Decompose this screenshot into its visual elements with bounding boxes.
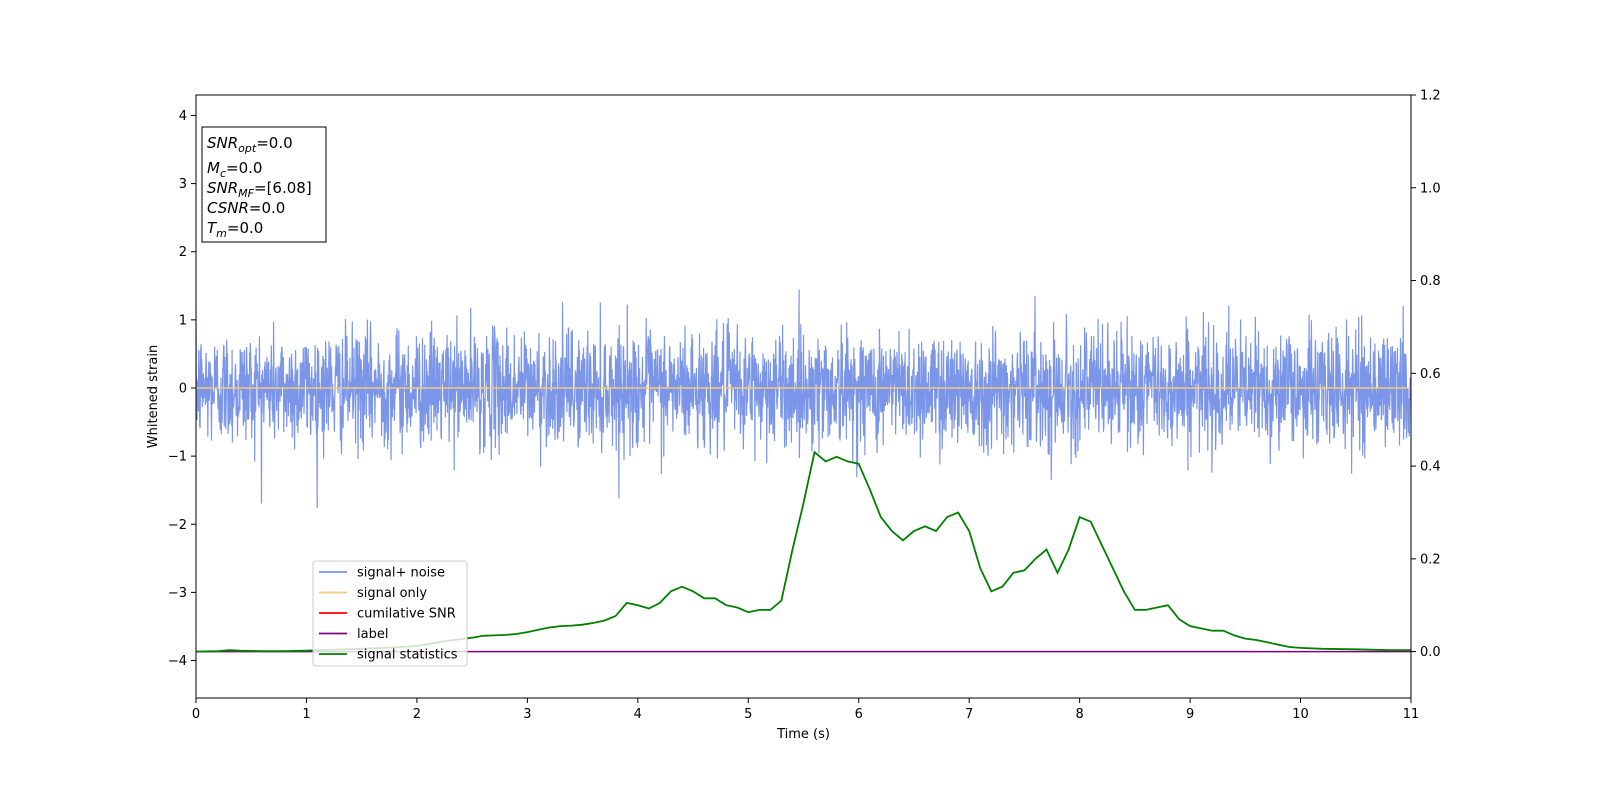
- x-tick-label: 6: [855, 707, 863, 722]
- y2-tick-label: 0.2: [1420, 552, 1441, 567]
- y-tick-label: 4: [179, 109, 187, 124]
- statistics-line: [195, 450, 1411, 653]
- y2-tick-label: 0.4: [1420, 460, 1441, 475]
- series-signal-noise: [196, 289, 1411, 509]
- y-tick-label: 3: [179, 177, 187, 192]
- y-tick-label: 1: [179, 313, 187, 328]
- plot-frame: [195, 94, 1412, 699]
- x-tick-label: 1: [302, 707, 310, 722]
- x-tick-label: 5: [744, 707, 752, 722]
- x-axis: 0 1 2 3 4 5 6 7 8 9 10 11: [192, 698, 1419, 722]
- annotation-tm: Tm=0.0: [207, 219, 263, 240]
- x-tick-label: 0: [192, 707, 200, 722]
- y-axis-left: 4 3 2 1 0 −1 −2 −3 −4: [168, 109, 196, 669]
- y-tick-label: 0: [179, 381, 187, 396]
- y-tick-label: −3: [168, 586, 187, 601]
- x-tick-label: 2: [413, 707, 421, 722]
- legend-label: signal statistics: [357, 648, 458, 663]
- y-axis-right: 1.2 1.0 0.8 0.6 0.4 0.2 0.0: [1411, 89, 1441, 660]
- legend: signal+ noise signal only cumilative SNR la…: [312, 560, 468, 667]
- annotation-box: SNRopt=0.0 Mc=0.0 SNRMF=[6.08] CSNR=0.0 …: [201, 126, 327, 243]
- y2-tick-label: 1.0: [1420, 181, 1441, 196]
- x-axis-label: Time (s): [776, 727, 830, 742]
- annotation-csnr: CSNR=0.0: [207, 199, 285, 217]
- legend-label: label: [357, 627, 388, 642]
- x-tick-label: 11: [1403, 707, 1420, 722]
- y-axis-label: Whitened strain: [146, 345, 161, 448]
- y2-tick-label: 0.8: [1420, 274, 1441, 289]
- y-tick-label: 2: [179, 245, 187, 260]
- y2-tick-label: 1.2: [1420, 89, 1441, 104]
- annotation-mc: Mc=0.0: [207, 159, 262, 180]
- legend-label: signal only: [357, 586, 427, 601]
- x-tick-label: 3: [523, 707, 531, 722]
- legend-label: signal+ noise: [357, 566, 445, 581]
- y-tick-label: −2: [168, 518, 187, 533]
- y2-tick-label: 0.0: [1420, 645, 1441, 660]
- annotation-snr-mf: SNRMF=[6.08]: [207, 179, 312, 200]
- y-tick-label: −1: [168, 450, 187, 465]
- x-tick-label: 8: [1075, 707, 1083, 722]
- y2-tick-label: 0.6: [1420, 367, 1441, 382]
- legend-label: cumilative SNR: [357, 607, 456, 622]
- annotation-snr-opt: SNRopt=0.0: [207, 134, 293, 155]
- noise-line: [196, 289, 1411, 509]
- x-tick-label: 10: [1292, 707, 1309, 722]
- x-tick-label: 4: [634, 707, 642, 722]
- y-tick-label: −4: [168, 654, 187, 669]
- series-signal-statistics: [195, 450, 1411, 653]
- x-tick-label: 7: [965, 707, 973, 722]
- x-tick-label: 9: [1186, 707, 1194, 722]
